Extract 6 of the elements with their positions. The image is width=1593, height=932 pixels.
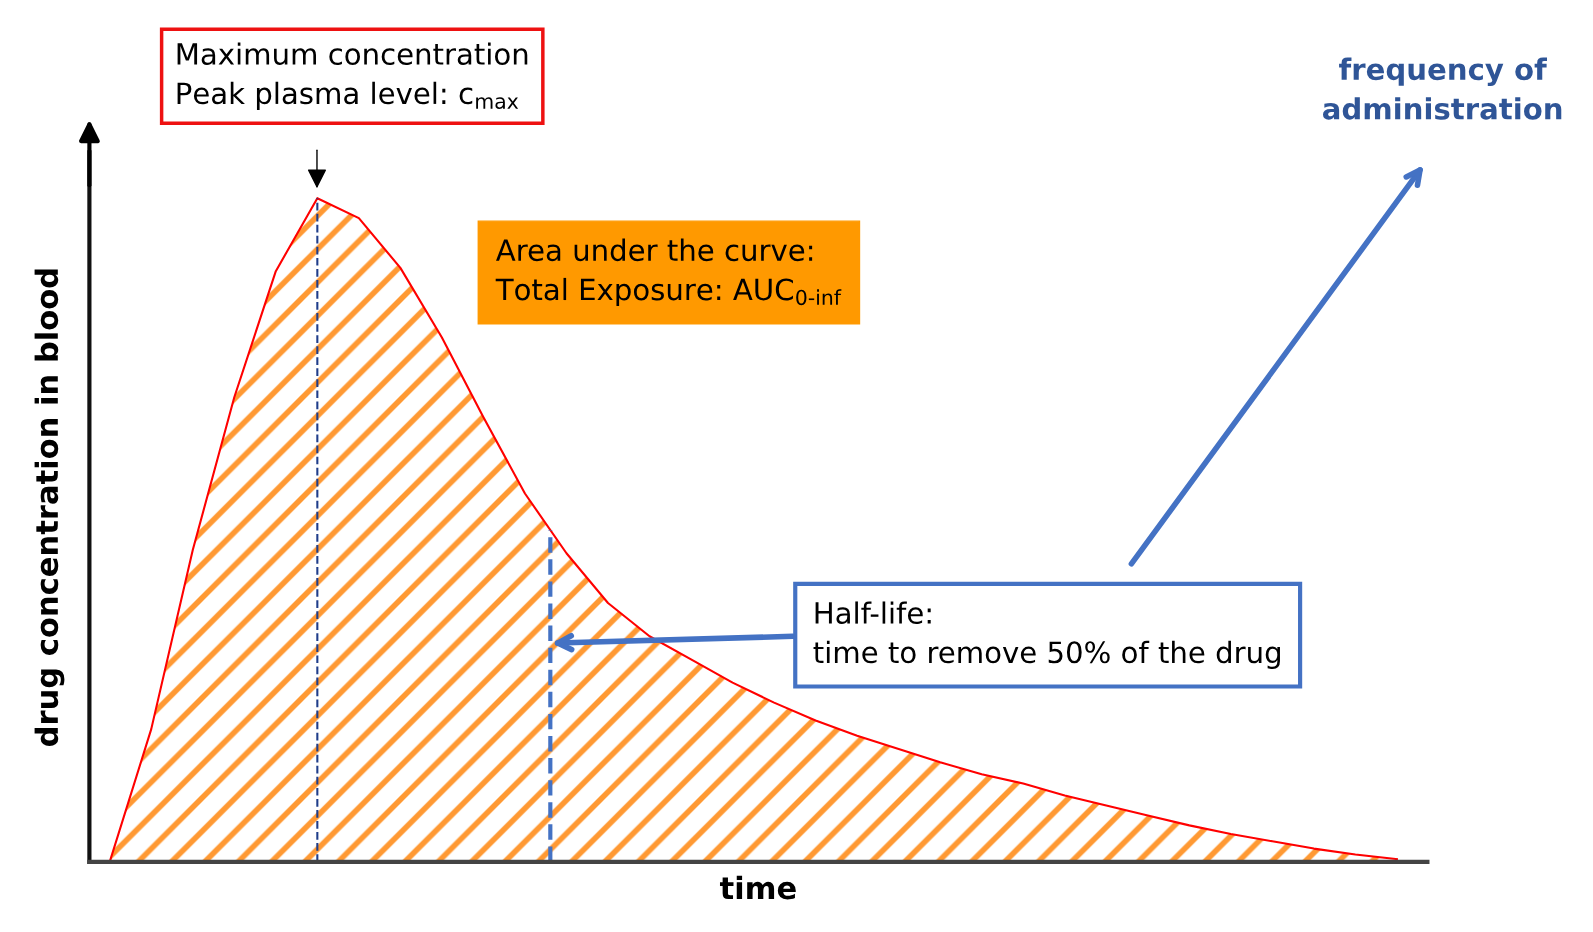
annotation: Half-life: time to remove 50% of the drug (813, 601, 1280, 669)
y-axis-title: drug concentration in blood (34, 269, 65, 747)
text: Maximum concentration Peak plasma level: c$_{max}$ (177, 42, 528, 110)
annotation: Area under the curve: Total Exposure: AUC$_{0-inf}$ (495, 238, 842, 307)
text: frequency of administration (1322, 57, 1562, 120)
x-axis-title: time (719, 875, 796, 900)
